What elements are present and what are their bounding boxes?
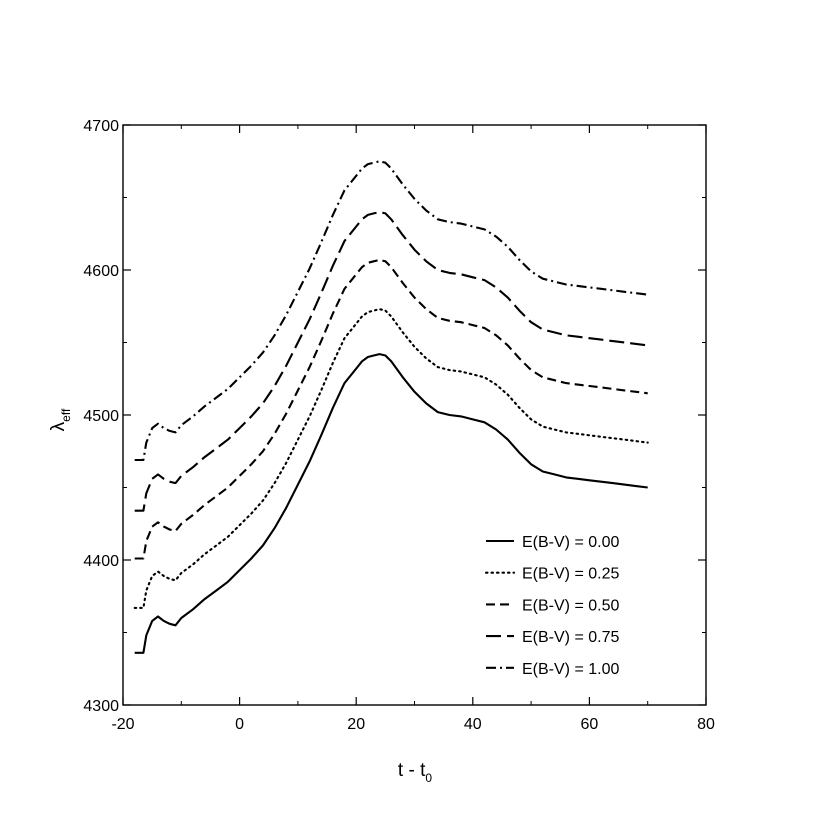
y-tick-label: 4500 [83, 408, 119, 425]
series-line-0 [134, 353, 648, 654]
legend-label-4: E(B-V) = 1.00 [522, 661, 619, 678]
series-lines [133, 160, 649, 654]
x-axis-label: t - t0 [398, 760, 432, 785]
legend-label-0: E(B-V) = 0.00 [522, 534, 619, 551]
x-tick-label: 0 [235, 716, 244, 733]
legend-label-1: E(B-V) = 0.25 [522, 566, 619, 583]
series-line-2 [134, 258, 648, 560]
x-tick-label: 60 [581, 716, 599, 733]
legend-label-2: E(B-V) = 0.50 [522, 597, 619, 614]
y-axis-label: λeff [48, 408, 73, 431]
x-tick-label: -20 [111, 716, 134, 733]
series-line-1 [133, 308, 649, 609]
y-tick-label: 4700 [83, 118, 119, 135]
x-tick-label: 40 [464, 716, 482, 733]
legend: E(B-V) = 0.00 E(B-V) = 0.25 E(B-V) = 0.50 E… [484, 534, 619, 678]
y-tick-label: 4600 [83, 263, 119, 280]
x-axis: -20 0 20 40 60 80 [111, 125, 715, 733]
x-tick-label: 80 [697, 716, 715, 733]
series-line-3 [134, 210, 648, 512]
y-tick-label: 4300 [83, 698, 119, 715]
legend-label-3: E(B-V) = 0.75 [522, 629, 619, 646]
x-tick-label: 20 [347, 716, 365, 733]
plot-frame [122, 124, 707, 706]
y-axis: 4300 4400 4500 4600 4700 [83, 118, 706, 715]
series-line-4 [134, 160, 648, 462]
y-tick-label: 4400 [83, 553, 119, 570]
